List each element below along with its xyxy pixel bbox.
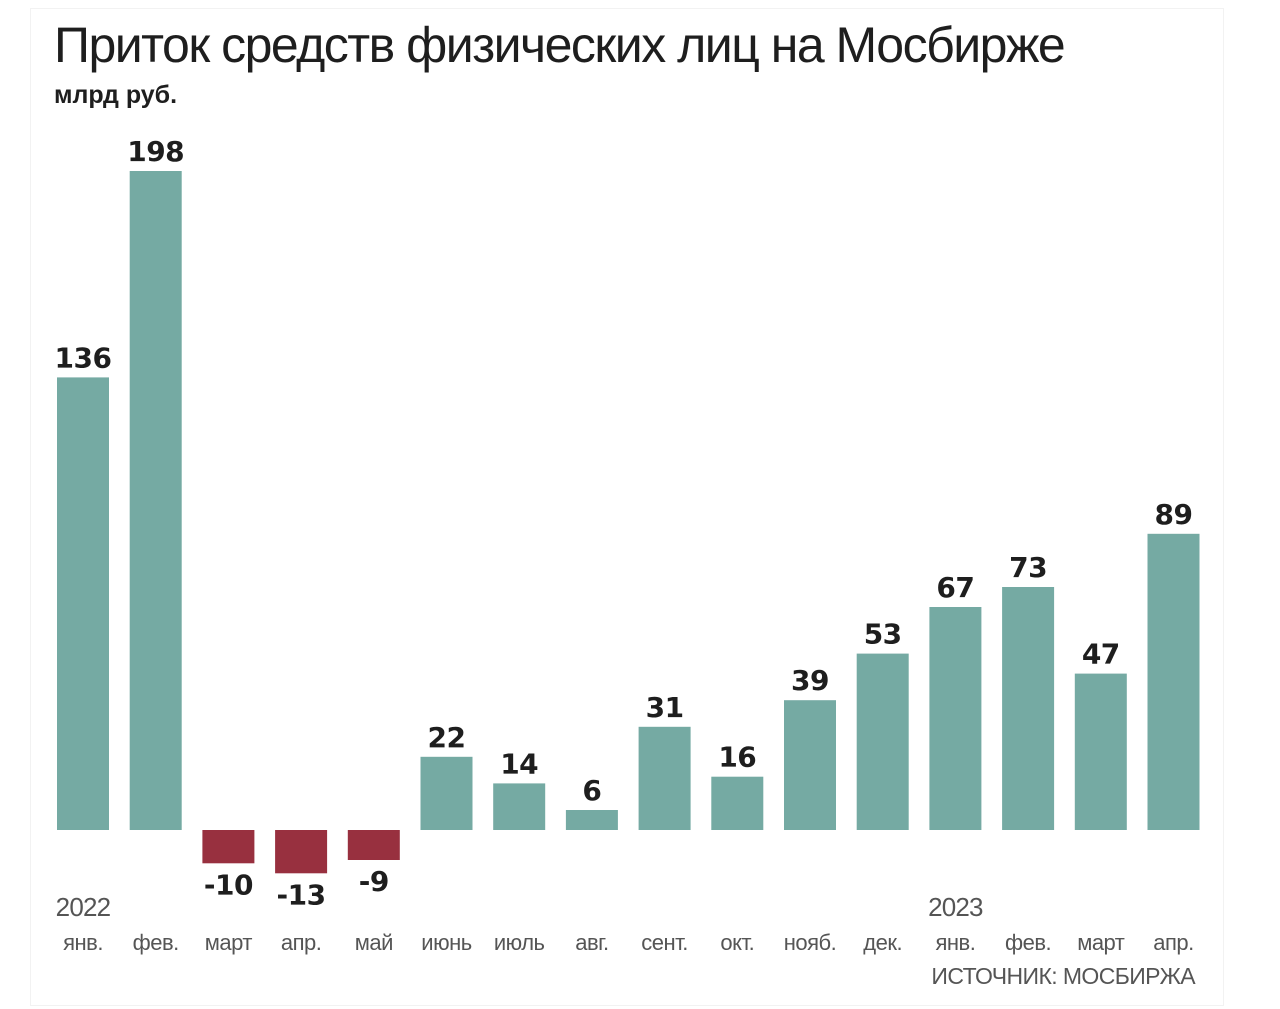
bar-value-label: 89	[1155, 498, 1193, 531]
bar	[856, 653, 909, 830]
bar	[202, 830, 255, 864]
x-tick-label: сент.	[641, 930, 688, 955]
year-label: 2023	[928, 892, 983, 922]
x-tick-label: март	[205, 930, 253, 955]
year-label: 2022	[56, 892, 111, 922]
bar-value-label: 136	[55, 341, 112, 374]
bar-value-label: 31	[646, 691, 684, 724]
bar-value-label: 6	[582, 774, 601, 807]
bar	[57, 377, 109, 830]
bar-value-label: -9	[359, 865, 389, 898]
bar-value-label: 53	[864, 618, 902, 651]
bar-value-label: 67	[936, 571, 974, 604]
bar	[1002, 587, 1055, 830]
bar-value-label: 14	[500, 747, 538, 780]
x-tick-label: май	[355, 930, 393, 955]
x-tick-label: апр.	[281, 930, 322, 955]
chart-title: Приток средств физических лиц на Мосбирж…	[54, 17, 1066, 73]
bar	[420, 756, 473, 830]
bar-value-label: 39	[791, 664, 829, 697]
chart-unit-label: млрд руб.	[54, 81, 178, 109]
bar	[638, 726, 691, 830]
x-tick-label: авг.	[575, 930, 608, 955]
x-tick-label: март	[1077, 930, 1125, 955]
x-tick-label: янв.	[935, 930, 975, 955]
bar	[275, 830, 328, 874]
bar	[711, 776, 764, 830]
source-note: ИСТОЧНИК: МОСБИРЖА	[931, 963, 1195, 989]
bar-value-label: -10	[204, 868, 253, 901]
bar-value-label: 73	[1009, 551, 1047, 584]
bar-value-label: 198	[127, 135, 184, 168]
bar	[929, 607, 982, 830]
x-tick-label: нояб.	[784, 930, 837, 955]
x-tick-label: фев.	[1005, 930, 1051, 955]
x-tick-label: июль	[494, 930, 545, 955]
bar-value-label: 16	[718, 741, 756, 774]
bar	[129, 171, 182, 830]
x-tick-label: фев.	[133, 930, 179, 955]
x-tick-label: дек.	[863, 930, 902, 955]
bar-value-label: 22	[428, 721, 466, 754]
bar	[493, 783, 546, 830]
bar-value-label: -13	[277, 878, 326, 911]
bar	[784, 700, 836, 830]
x-tick-label: июнь	[421, 930, 471, 955]
bar	[1074, 673, 1127, 830]
bar	[565, 810, 618, 830]
bar	[1147, 533, 1200, 830]
x-tick-label: окт.	[720, 930, 754, 955]
x-tick-label: янв.	[63, 930, 103, 955]
bar-value-label: 47	[1082, 638, 1120, 671]
bar	[347, 830, 400, 860]
x-tick-label: апр.	[1153, 930, 1194, 955]
